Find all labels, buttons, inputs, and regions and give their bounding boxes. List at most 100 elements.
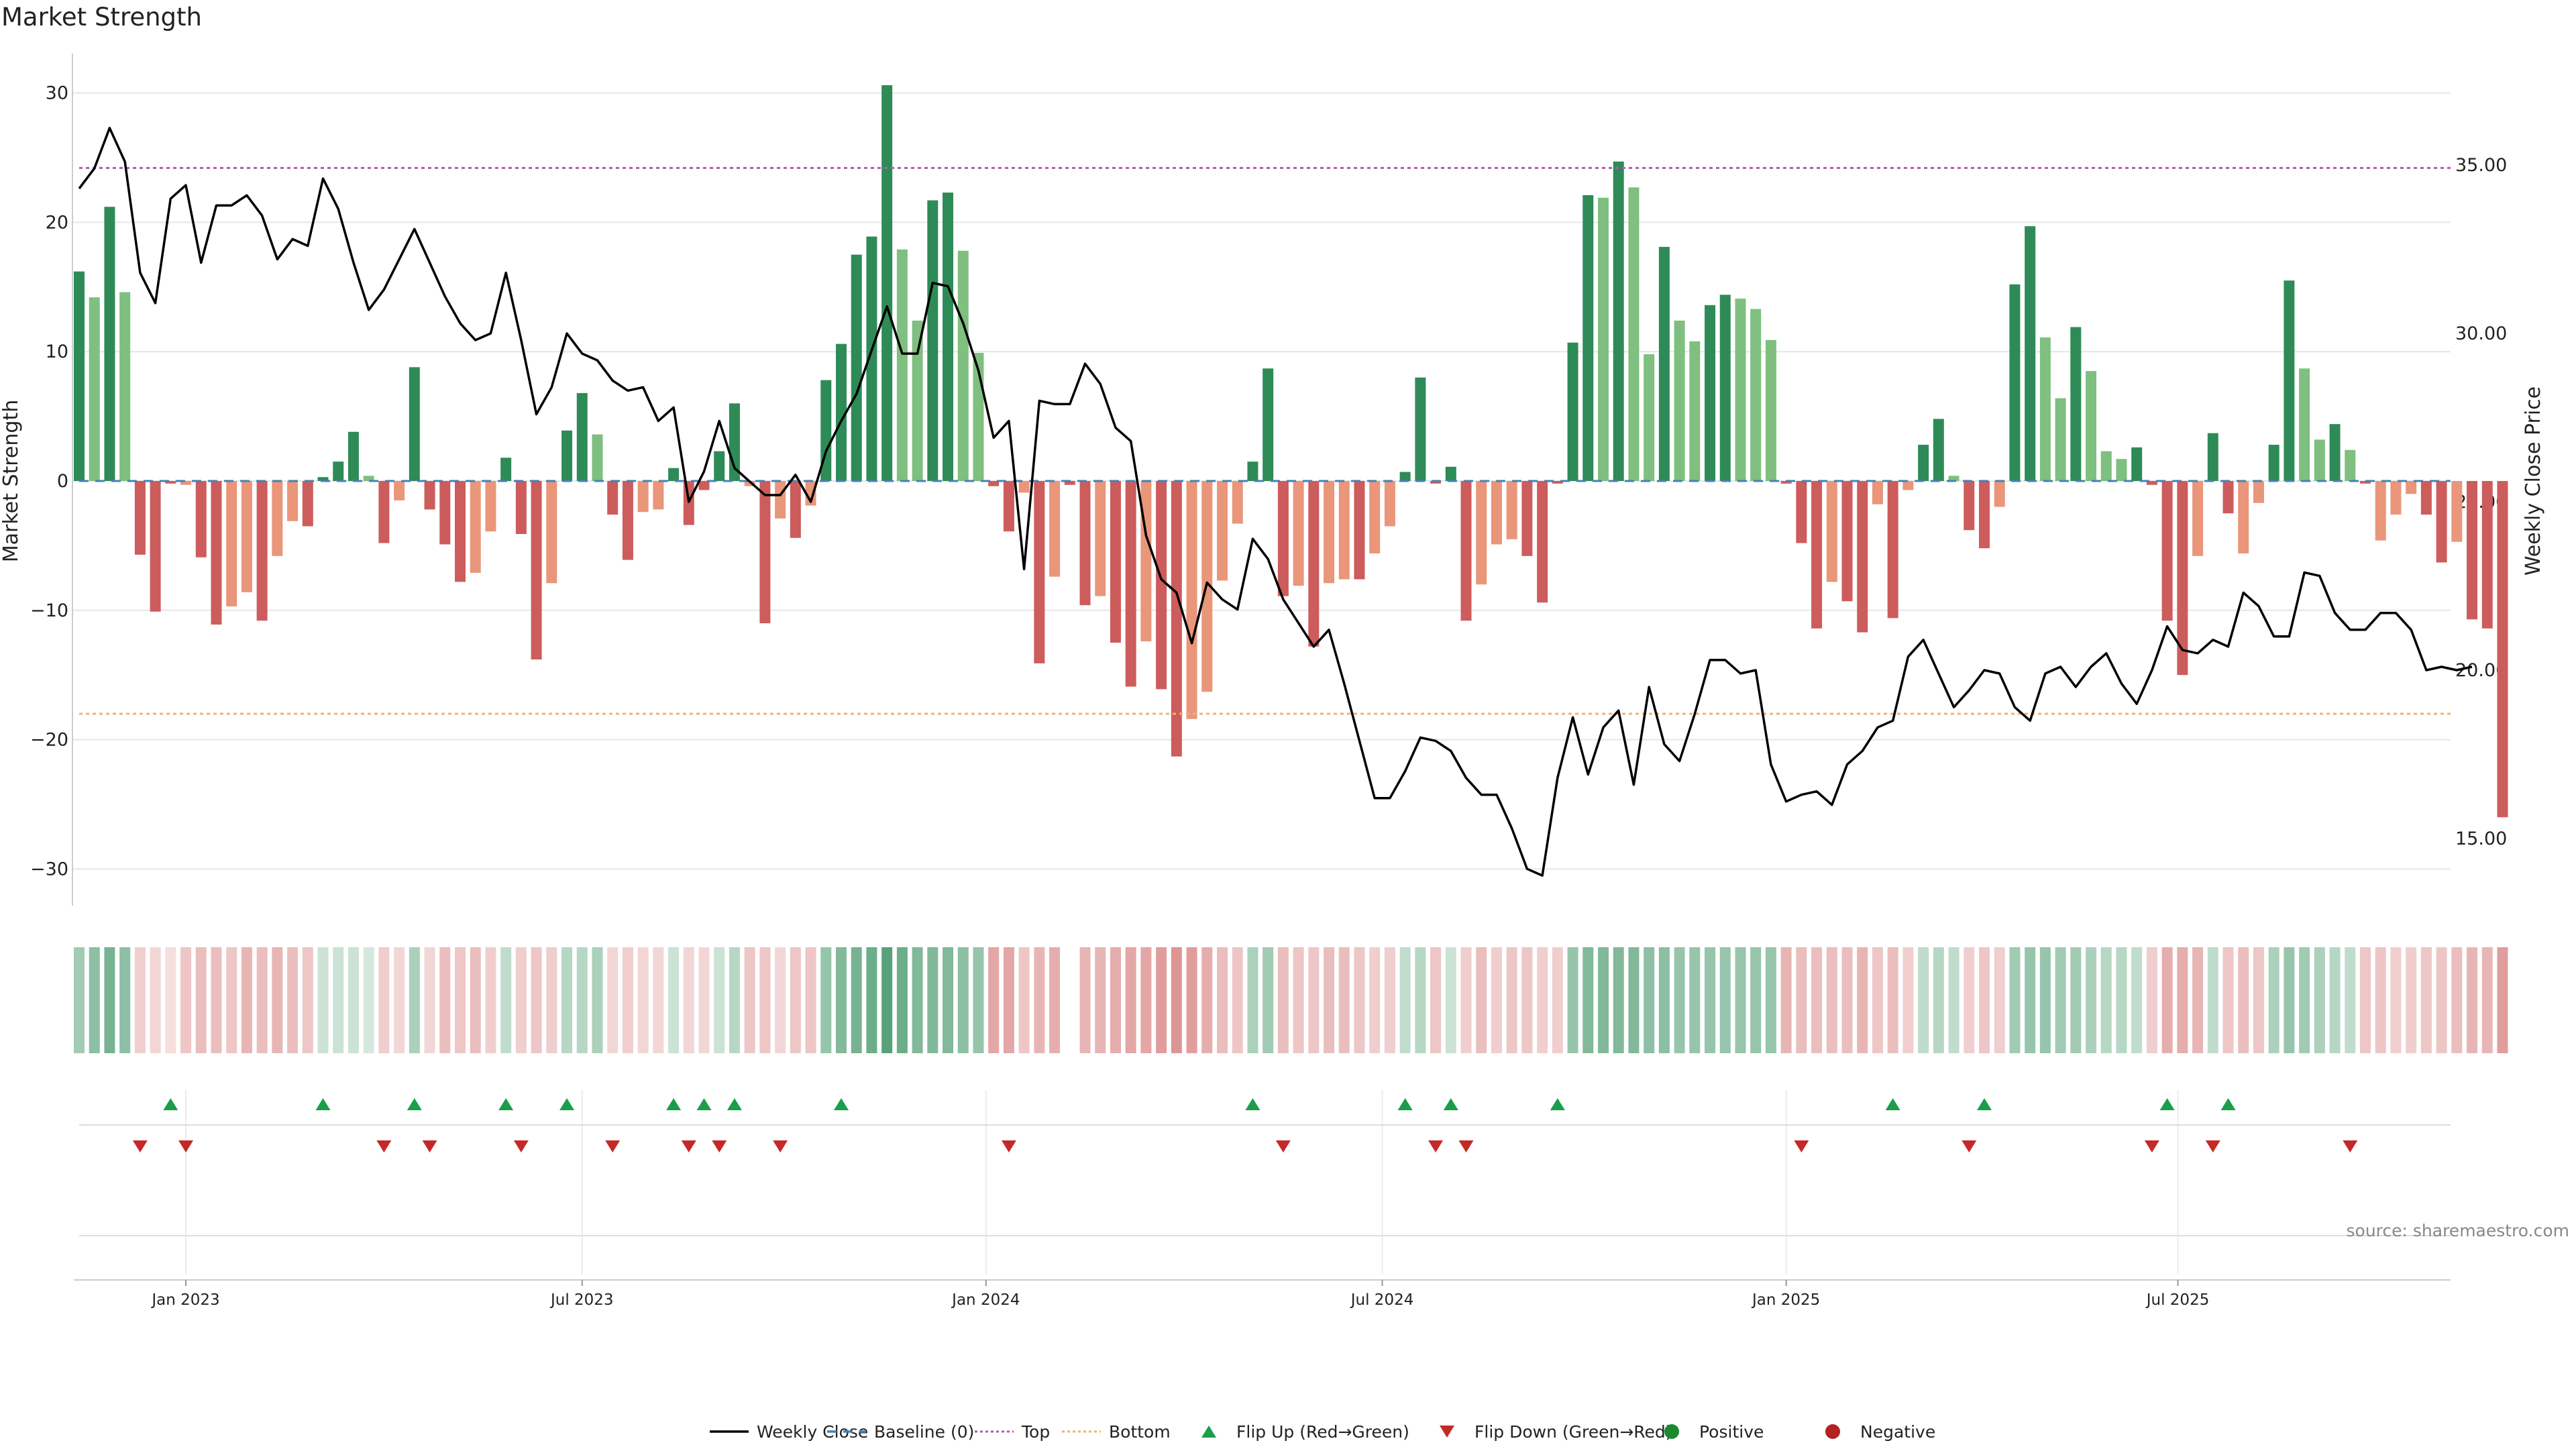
heat-strip-cell [1384,947,1395,1053]
y-tick-label: 30 [46,83,68,104]
heat-strip-cell [485,947,496,1053]
heat-strip-cell [1201,947,1213,1053]
legend-swatch [1201,1426,1216,1438]
legend-item: Bottom [1062,1422,1171,1442]
strength-bar [1491,481,1502,545]
strength-bar [180,481,192,485]
strength-bar [1399,472,1411,481]
legend-item: Negative [1825,1422,1935,1442]
heat-strip-cell [1263,947,1274,1053]
heat-strip-cell [2299,947,2310,1053]
heat-strip-cell [2467,947,2478,1053]
heat-strip-cell [1217,947,1228,1053]
strength-bar [805,481,816,506]
heat-strip-cell [561,947,573,1053]
legend-label: Baseline (0) [874,1422,974,1442]
strength-bar [515,481,527,535]
strength-bar [881,85,893,482]
strength-bar [1872,481,1883,504]
heat-strip-cell [1857,947,1868,1053]
strength-bar [622,481,633,560]
heat-strip-cell [1598,947,1609,1053]
strength-bar [2406,481,2417,494]
strength-bar [1857,481,1868,633]
flip-down-marker [132,1140,148,1152]
heat-strip-cell [1521,947,1533,1053]
y2-tick-label: 30.00 [2455,323,2507,344]
flip-down-marker [1001,1140,1016,1152]
flip-down-marker [1275,1140,1291,1152]
heat-strip-cell [1933,947,1944,1053]
heat-strip-cell [134,947,146,1053]
flip-down-marker [513,1140,529,1152]
flip-down-marker [178,1140,194,1152]
heat-strip-cell [2253,947,2264,1053]
heat-strip-cell [988,947,1000,1053]
heat-strip-cell [805,947,816,1053]
heat-strip-cell [1948,947,1960,1053]
strength-bar [2420,481,2432,515]
heat-strip-cell [1186,947,1197,1053]
strength-bar [1384,481,1395,527]
heat-strip-cell [1308,947,1320,1053]
heat-strip-cell [790,947,801,1053]
heat-strip-cell [1658,947,1670,1053]
heat-strip-cell [394,947,405,1053]
strength-bar [2375,481,2386,541]
heat-strip-cell [698,947,710,1053]
flip-down-marker [2343,1140,2358,1152]
heat-strip-cell [866,947,877,1053]
heat-strip-cell [637,947,649,1053]
heat-strip-cell [2009,947,2021,1053]
heat-strip-cell [2070,947,2082,1053]
heat-strip-cell [1811,947,1823,1053]
heat-strip-cell [2360,947,2371,1053]
legend-label: Positive [1699,1422,1764,1442]
flip-down-marker [2205,1140,2220,1152]
heat-strip-cell [302,947,313,1053]
strength-bar [683,481,694,525]
weekly-close-line [78,127,2473,877]
heat-strip-cell [1003,947,1014,1053]
heat-strip-cell [2314,947,2325,1053]
legend-swatch [1440,1426,1454,1438]
strength-bar [2481,481,2493,629]
heat-strip-cell [576,947,588,1053]
strength-bar [2329,424,2341,481]
strength-bar [866,236,877,481]
strength-bar [1430,481,1442,484]
heat-strip-cell [2177,947,2188,1053]
strength-bar [256,481,268,621]
y-tick-label: 0 [57,471,68,492]
flip-up-marker [1443,1098,1458,1110]
strength-bar [150,481,161,612]
flip-up-marker [315,1098,331,1110]
strength-bar [790,481,801,538]
strength-bar [820,380,832,481]
strength-bar [394,481,405,500]
heat-strip-cell [1079,947,1091,1053]
strength-bar [1948,476,1960,481]
strength-bar [1750,309,1762,481]
strength-bar [927,200,938,481]
strength-bar [2253,481,2264,503]
strength-bar [668,468,680,481]
strength-bar [241,481,252,592]
heat-strip-cell [2086,947,2097,1053]
heat-strip-cell [1476,947,1487,1053]
flip-up-marker [2159,1098,2175,1110]
heat-strip-cell [1399,947,1411,1053]
strength-bar [851,254,862,481]
flip-up-marker [2220,1098,2236,1110]
flip-down-marker [2144,1140,2159,1152]
heat-strip-cell [2025,947,2036,1053]
heat-strip-cell [363,947,374,1053]
strength-bar [1933,419,1944,481]
strength-bar [2039,337,2051,481]
heat-strip-cell [775,947,786,1053]
strength-bar [592,434,603,481]
strength-bar [1598,197,1609,481]
strength-bar [2116,459,2127,481]
strength-bar [2086,371,2097,481]
strength-bar [1628,187,1640,481]
